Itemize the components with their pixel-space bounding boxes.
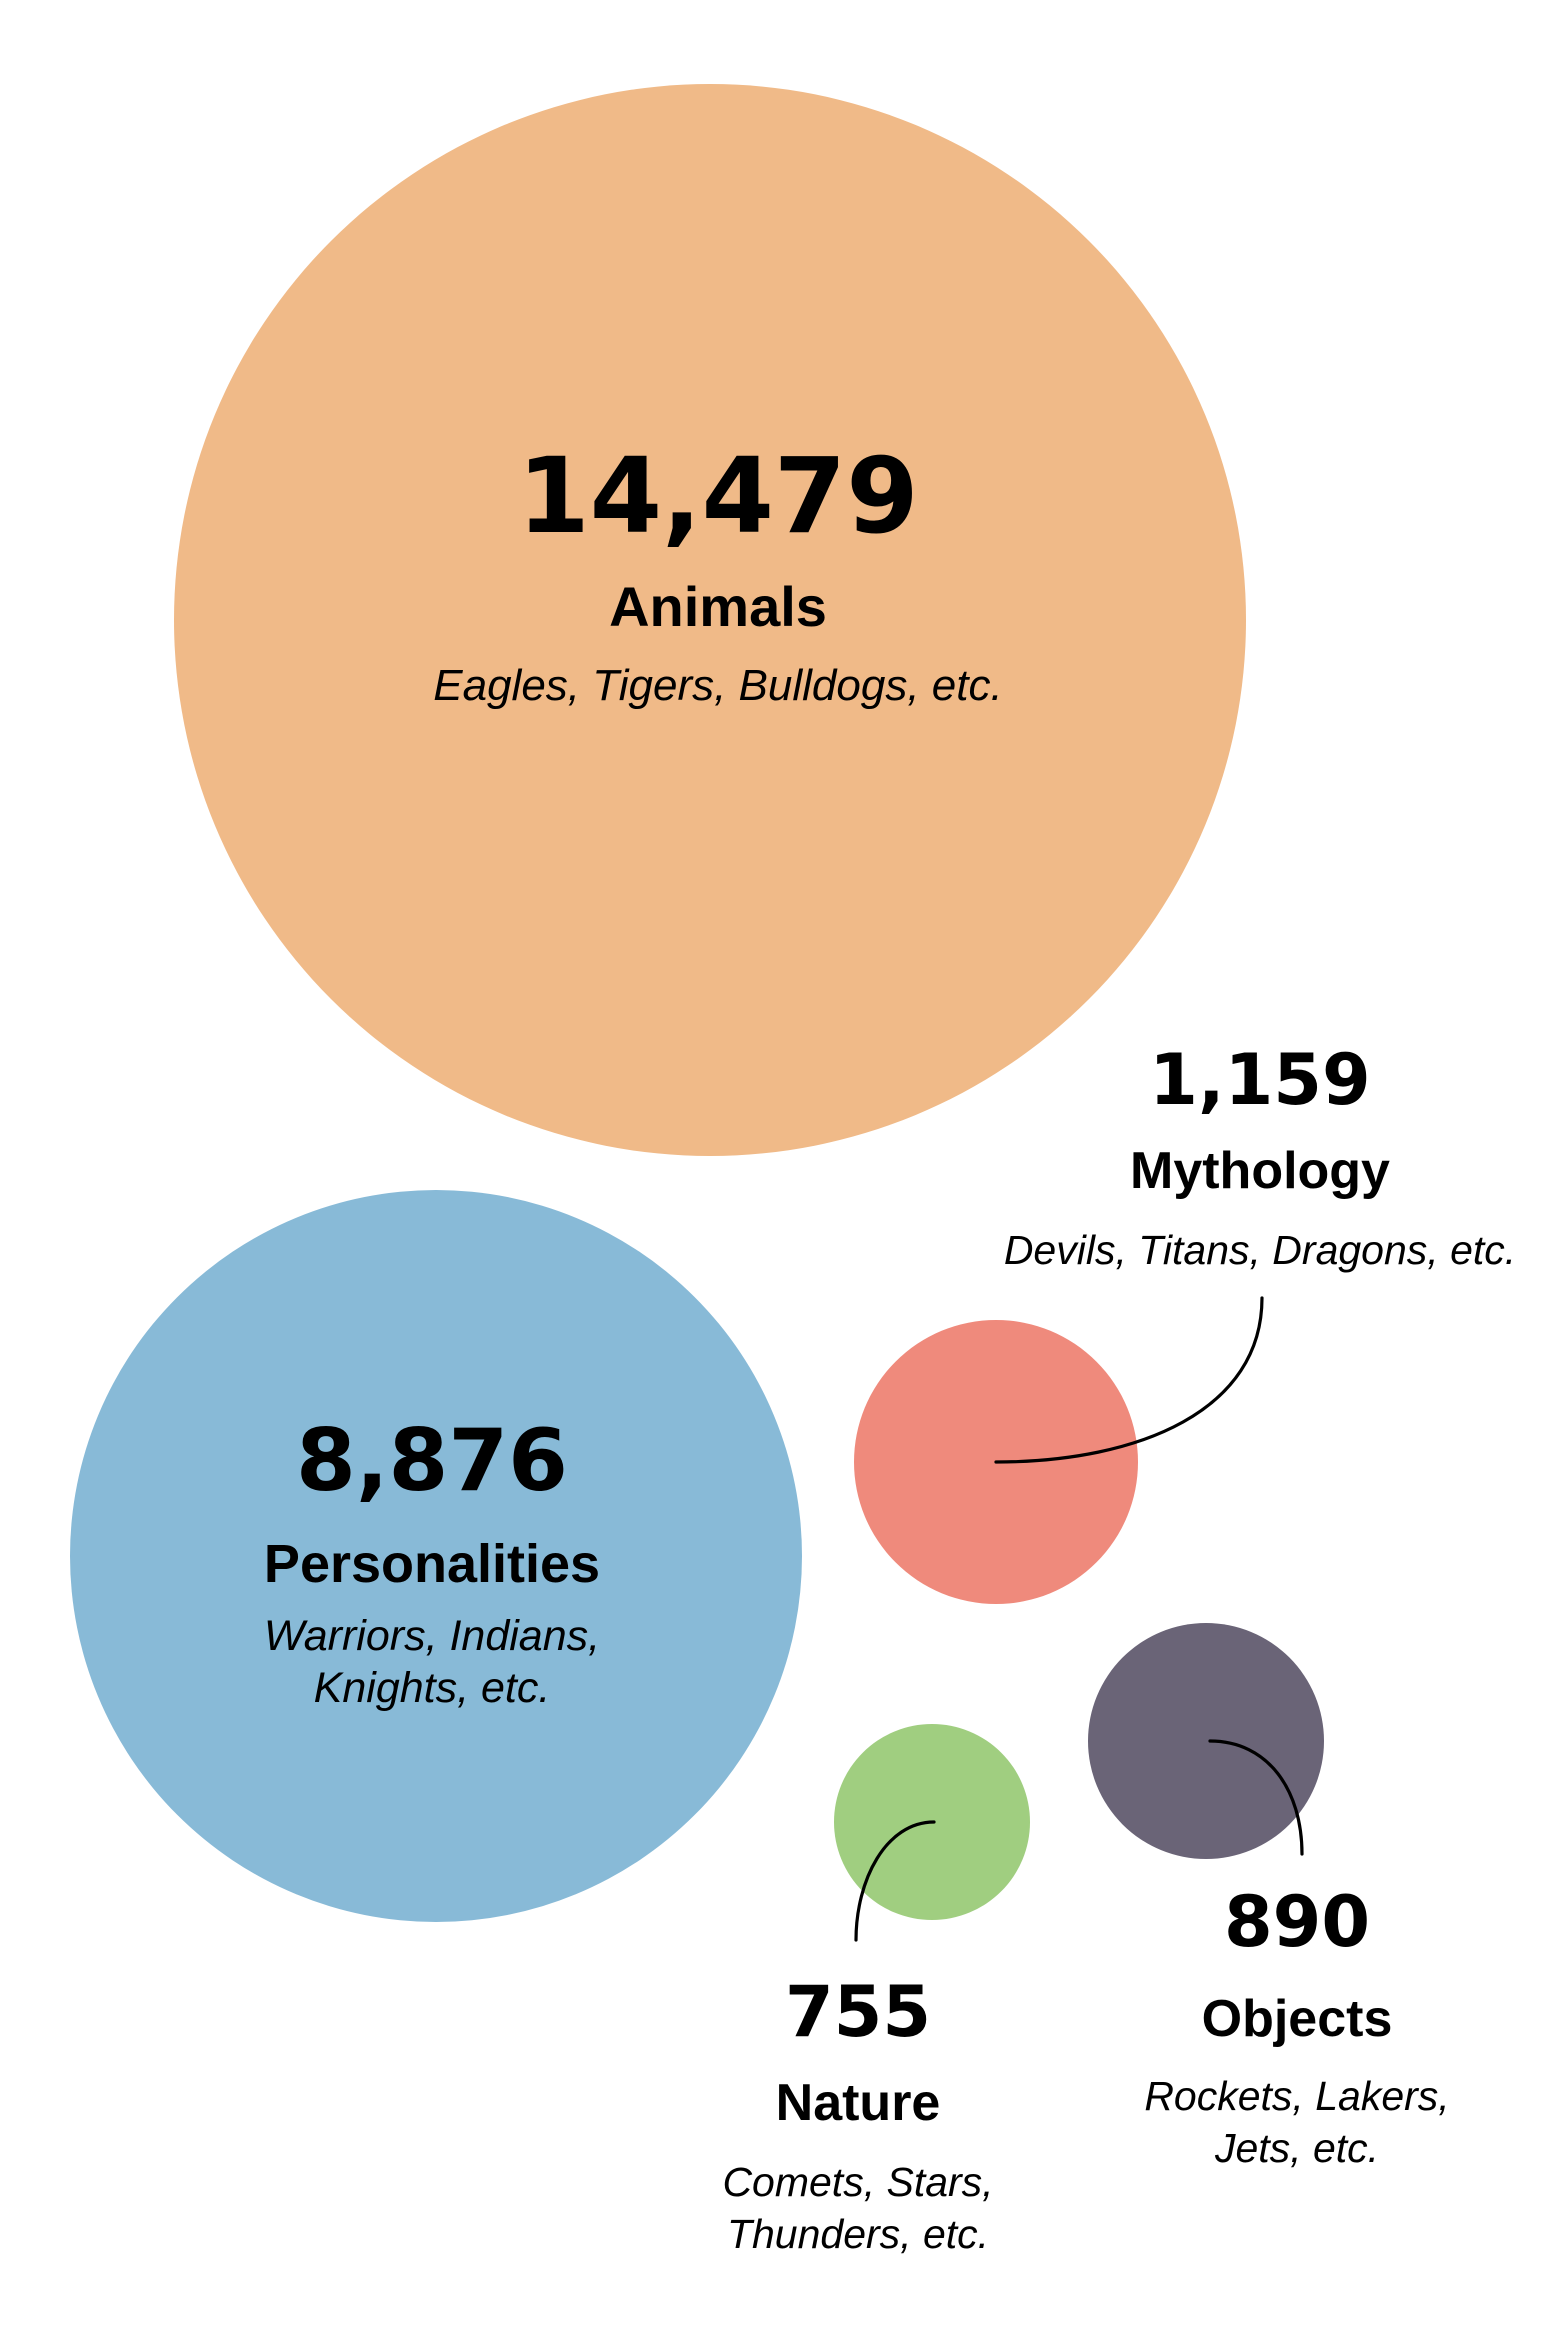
value-label-nature: 755 (785, 1971, 931, 2053)
category-label-objects: Objects (1202, 1990, 1393, 2048)
examples-label-personalities: Knights, etc. (314, 1664, 551, 1712)
leader-line-objects (1208, 1739, 1304, 1856)
bubble-personalities (70, 1190, 802, 1922)
examples-label-objects: Jets, etc. (1214, 2125, 1379, 2171)
examples-label-animals: Eagles, Tigers, Bulldogs, etc. (433, 661, 1002, 710)
examples-label-objects: Rockets, Lakers, (1144, 2073, 1449, 2119)
examples-label-mythology: Devils, Titans, Dragons, etc. (1004, 1227, 1516, 1273)
examples-label-nature: Comets, Stars, (722, 2159, 993, 2205)
examples-label-nature: Thunders, etc. (727, 2211, 989, 2257)
bubble-animals (174, 84, 1246, 1156)
leader-line-mythology (994, 1296, 1264, 1464)
value-label-animals: 14,479 (517, 435, 918, 557)
value-label-objects: 890 (1224, 1881, 1370, 1963)
value-label-mythology: 1,159 (1149, 1039, 1370, 1121)
category-label-mythology: Mythology (1130, 1142, 1390, 1200)
value-label-personalities: 8,876 (296, 1411, 568, 1511)
category-label-nature: Nature (776, 2074, 941, 2132)
category-label-animals: Animals (609, 575, 827, 638)
leader-line-nature (854, 1820, 936, 1942)
examples-label-personalities: Warriors, Indians, (264, 1612, 600, 1660)
bubble-objects (1088, 1623, 1324, 1859)
category-label-personalities: Personalities (264, 1534, 600, 1594)
